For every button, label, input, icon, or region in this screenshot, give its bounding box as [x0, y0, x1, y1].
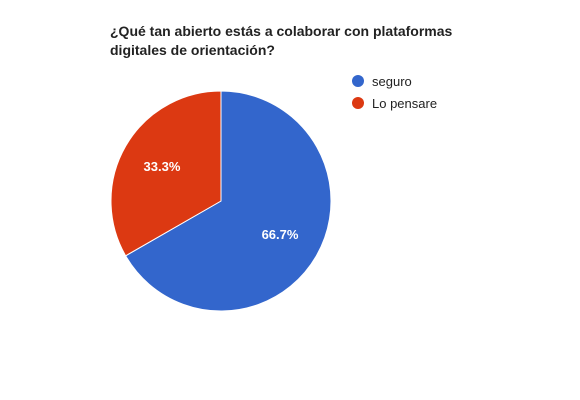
chart-title: ¿Qué tan abierto estás a colaborar con p… [110, 23, 453, 58]
legend-swatch-seguro [352, 75, 364, 87]
pie-slice-lo-pensare[interactable] [110, 90, 222, 257]
pie-slice-seguro[interactable] [124, 90, 332, 312]
pie-slices [110, 90, 332, 312]
legend-label-seguro: seguro [372, 73, 412, 89]
slice-label-lo-pensare: 33.3% [144, 159, 181, 174]
legend-item-seguro[interactable]: seguro [352, 73, 437, 89]
slice-label-seguro: 66.7% [262, 227, 299, 242]
legend-label-lo-pensare: Lo pensare [372, 95, 438, 111]
pie-labels: 66.7% 33.3% [144, 159, 299, 242]
legend: seguro Lo pensare [352, 73, 437, 117]
legend-item-lo-pensare[interactable]: Lo pensare [352, 95, 437, 111]
legend-swatch-lo-pensare [352, 97, 364, 109]
